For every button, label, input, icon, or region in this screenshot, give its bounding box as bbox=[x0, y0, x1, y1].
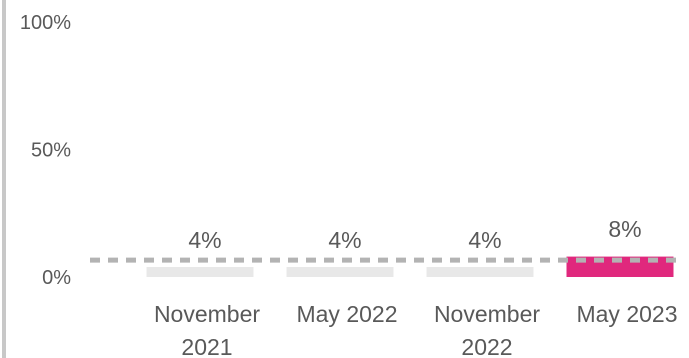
x-tick-label-line: May 2022 bbox=[296, 301, 397, 327]
x-tick-label: November 2021 bbox=[154, 301, 260, 358]
x-tick-label-line: May 2023 bbox=[576, 301, 677, 327]
bar bbox=[426, 267, 534, 277]
value-labels: 4% 4% 4% 8% bbox=[188, 216, 641, 253]
value-label: 4% bbox=[468, 227, 501, 253]
value-label: 8% bbox=[608, 216, 641, 242]
x-axis-labels: November 2021 May 2022 November 2022 May 2023 bbox=[154, 301, 678, 358]
x-tick-label: May 2022 bbox=[296, 301, 397, 327]
bars bbox=[146, 256, 674, 277]
value-label: 4% bbox=[188, 227, 221, 253]
x-tick-label-line: November bbox=[434, 301, 540, 327]
y-tick-label: 100% bbox=[20, 12, 71, 34]
x-tick-label-line: November bbox=[154, 301, 260, 327]
bar bbox=[146, 267, 254, 277]
y-axis-ticks: 0% 50% 100% bbox=[20, 12, 71, 289]
x-tick-label: May 2023 bbox=[576, 301, 677, 327]
y-tick-label: 50% bbox=[31, 140, 71, 162]
x-tick-label-line: 2021 bbox=[181, 334, 232, 358]
value-label: 4% bbox=[328, 227, 361, 253]
bar bbox=[566, 256, 674, 277]
x-tick-label-line: 2022 bbox=[461, 334, 512, 358]
bar bbox=[286, 267, 394, 277]
x-tick-label: November 2022 bbox=[434, 301, 540, 358]
y-tick-label: 0% bbox=[42, 267, 71, 289]
